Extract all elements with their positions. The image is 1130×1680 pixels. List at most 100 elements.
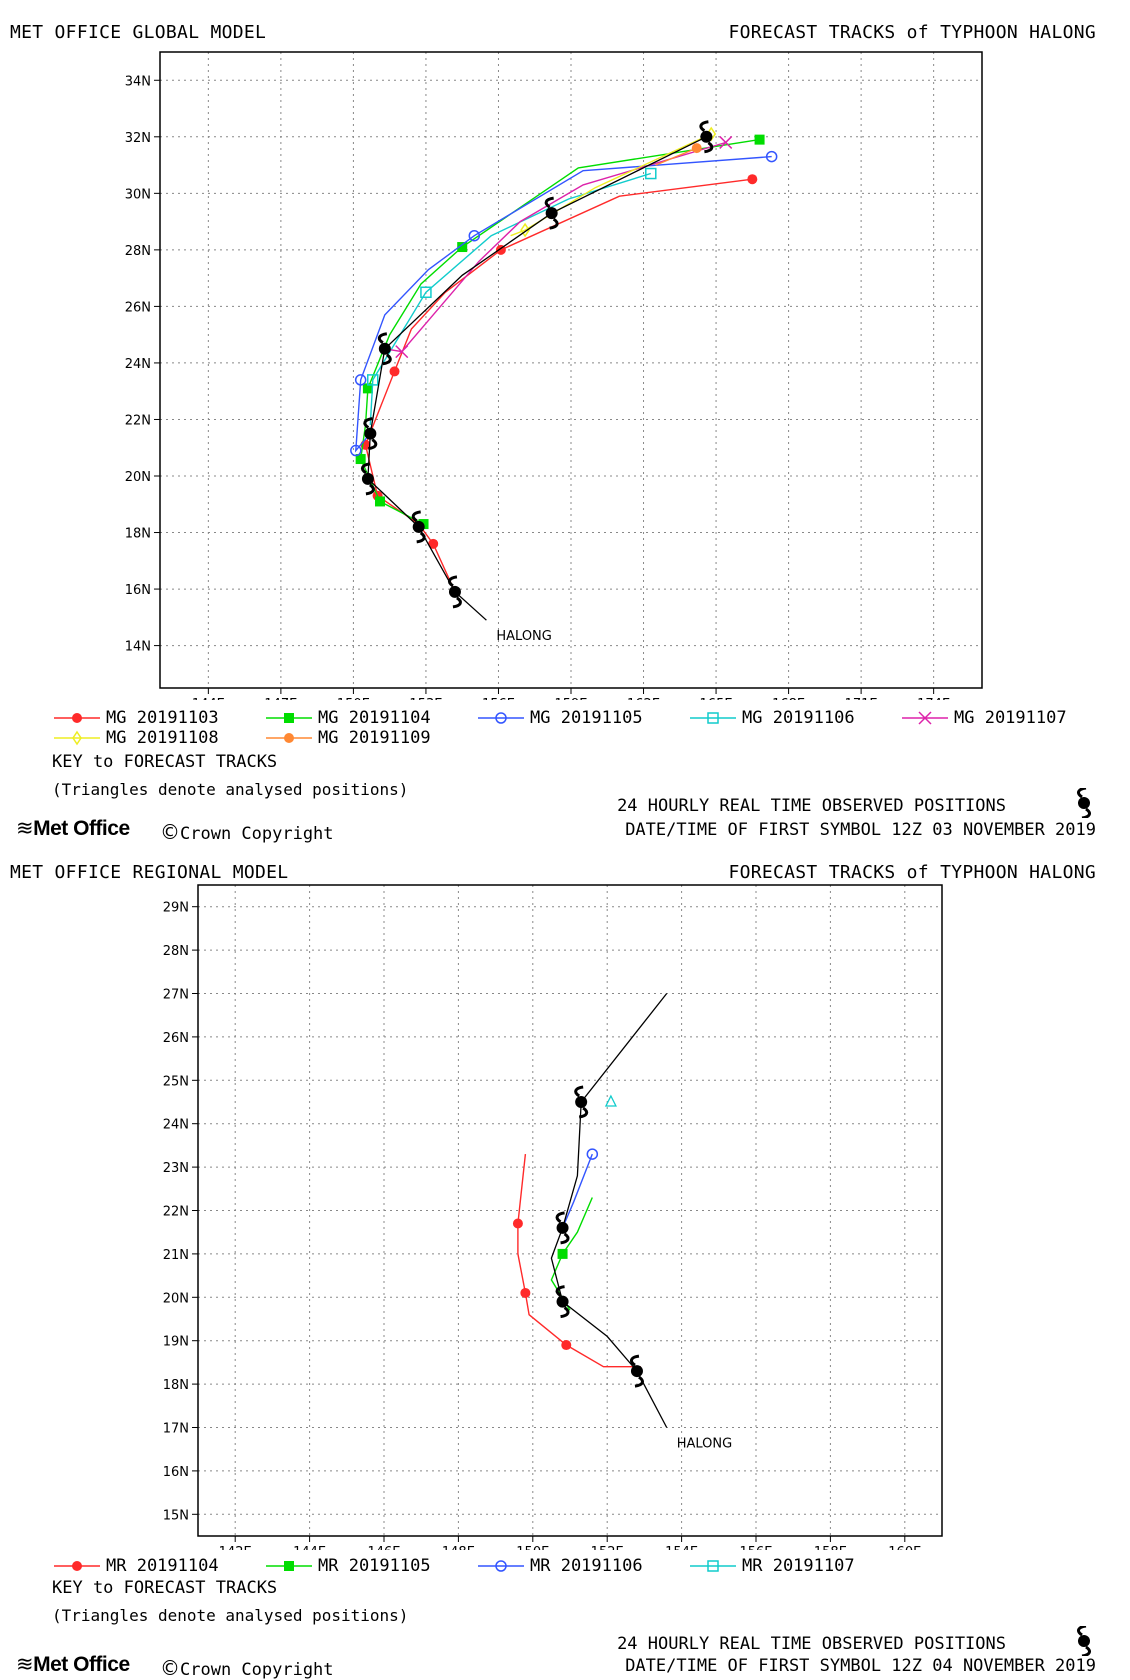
lon-tick-label: 150E: [516, 1545, 549, 1550]
lat-tick-label: 17N: [163, 1422, 189, 1437]
forecast-position-marker: [367, 374, 379, 386]
grid: [198, 885, 942, 1536]
copyright-text: Crown Copyright: [180, 824, 334, 844]
observed-position-symbol: [555, 1285, 570, 1319]
lat-tick-label: 32N: [125, 131, 151, 146]
lon-tick-label: 148E: [442, 1545, 475, 1550]
observed-position-symbol: [555, 1211, 570, 1245]
observed-position-symbol: [411, 510, 426, 544]
copyright: ©Crown Copyright: [160, 820, 334, 844]
lat-tick-label: 22N: [125, 413, 151, 428]
panel-header-left: MET OFFICE REGIONAL MODEL: [10, 862, 289, 883]
typhoon-symbol-icon: [1077, 1626, 1091, 1656]
storm-name-label: HALONG: [496, 629, 551, 644]
forecast-track: [360, 174, 758, 597]
legend-marker: [284, 1561, 294, 1571]
forecast-track: [355, 134, 765, 530]
lat-tick-label: 14N: [125, 640, 151, 655]
lat-tick-label: 19N: [163, 1335, 189, 1350]
forecast-position-marker: [355, 454, 366, 465]
lon-tick-label: 174E: [917, 697, 950, 700]
legend-label: MG 20191103: [106, 708, 219, 728]
first-symbol-datetime: DATE/TIME OF FIRST SYMBOL 12Z 03 NOVEMBE…: [625, 820, 1096, 840]
forecast-track: [350, 150, 778, 457]
observed-position-symbol: [360, 462, 375, 496]
lat-tick-label: 20N: [125, 470, 151, 485]
legend-marker: [284, 713, 294, 723]
lat-tick-label: 27N: [163, 988, 189, 1003]
forecast-track-line: [369, 172, 652, 426]
observed-track: [360, 120, 714, 621]
lon-tick-label: 159E: [554, 697, 587, 700]
forecast-track: [367, 167, 657, 426]
observed-position-symbol: [544, 196, 559, 230]
forecast-position-marker: [691, 143, 702, 154]
forecast-position-marker: [468, 229, 481, 242]
forecast-track-line: [655, 147, 697, 166]
key-title: KEY to FORECAST TRACKS: [52, 752, 278, 772]
forecast-track-line: [384, 141, 726, 353]
legend-swatch-icon: [690, 712, 736, 724]
key-note: (Triangles denote analysed positions): [52, 780, 409, 799]
legend-marker: [284, 733, 294, 743]
lat-tick-label: 16N: [163, 1465, 189, 1480]
storm-name-label: HALONG: [677, 1437, 732, 1452]
lat-tick-label: 20N: [163, 1291, 189, 1306]
legend-label: MR 20191104: [106, 1556, 219, 1576]
lon-tick-label: 156E: [739, 1545, 772, 1550]
lat-tick-label: 24N: [163, 1118, 189, 1133]
lon-tick-label: 165E: [700, 697, 733, 700]
legend-swatch-icon: [266, 733, 312, 743]
grid: [160, 52, 982, 688]
legend-swatch-icon: [266, 713, 312, 723]
lat-tick-label: 26N: [163, 1031, 189, 1046]
lon-tick-label: 150E: [337, 697, 370, 700]
copyright: ©Crown Copyright: [160, 1656, 334, 1680]
lon-tick-label: 168E: [772, 697, 805, 700]
legend-swatch-icon: [54, 713, 100, 723]
observed-position-symbol: [363, 417, 378, 451]
lat-tick-label: 18N: [163, 1378, 189, 1393]
forecast-position-marker: [747, 174, 758, 185]
legend-label: MG 20191109: [318, 728, 431, 748]
forecast-track: [561, 1148, 599, 1229]
legend-label: MG 20191108: [106, 728, 219, 748]
lon-tick-label: 153E: [409, 697, 442, 700]
legend-marker: [72, 713, 82, 723]
lat-tick-label: 28N: [163, 944, 189, 959]
forecast-position-marker: [754, 134, 765, 145]
legend-label: MR 20191106: [530, 1556, 643, 1576]
legend-swatch-icon: [478, 712, 524, 724]
legend-marker: [918, 711, 932, 725]
lon-tick-label: 160E: [888, 1545, 921, 1550]
lat-tick-label: 18N: [125, 527, 151, 542]
lat-tick-label: 22N: [163, 1205, 189, 1220]
key-title: KEY to FORECAST TRACKS: [52, 1578, 278, 1598]
lon-tick-label: 171E: [845, 697, 878, 700]
observed-track-line: [550, 993, 668, 1428]
observed-track: [550, 993, 668, 1428]
legend-swatch-icon: [54, 730, 100, 746]
observed-position-symbol: [630, 1354, 644, 1388]
lat-tick-label: 25N: [163, 1074, 189, 1089]
observed-track-line: [367, 136, 707, 621]
forecast-track-line: [561, 1153, 593, 1229]
lon-tick-label: 144E: [192, 697, 225, 700]
legend-marker: [495, 1560, 507, 1572]
observed-position-symbol: [574, 1085, 589, 1119]
legend-swatch-icon: [690, 1560, 736, 1572]
forecast-position-marker: [420, 286, 432, 299]
forecast-position-marker: [350, 444, 362, 457]
forecast-position-marker: [520, 222, 530, 238]
lat-tick-label: 29N: [163, 901, 189, 916]
forecast-position-marker: [428, 538, 439, 549]
forecast-position-marker: [457, 242, 468, 253]
lon-tick-label: 147E: [264, 697, 297, 700]
legend-marker: [72, 1561, 82, 1571]
panel-header-right: FORECAST TRACKS of TYPHOON HALONG: [728, 862, 1096, 883]
forecast-track-line: [354, 155, 772, 453]
forecast-position-marker: [765, 150, 778, 163]
forecast-position-marker: [557, 1248, 568, 1259]
legend-swatch-icon: [54, 1561, 100, 1571]
analysed-position-triangle: [604, 1094, 617, 1107]
